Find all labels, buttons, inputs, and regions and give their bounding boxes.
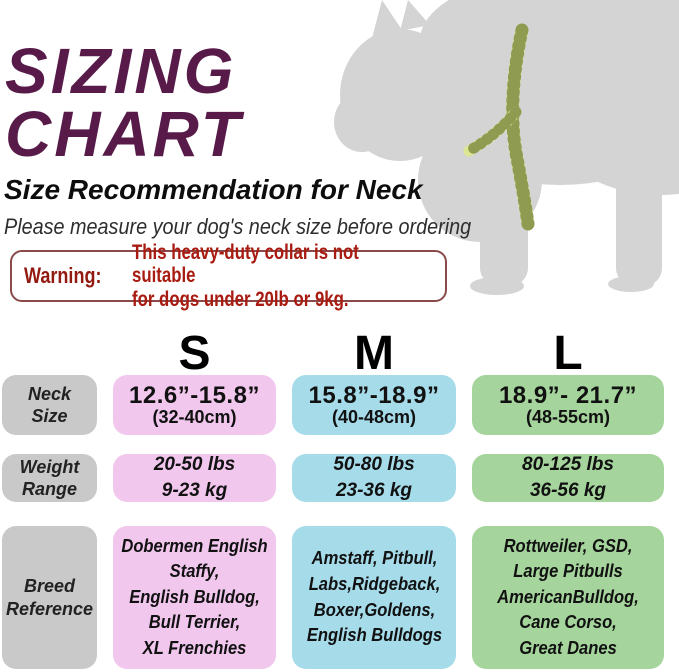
measuring-tape-icon	[463, 23, 535, 231]
size-table: S M L Neck Size 12.6”-15.8” (32-40cm) 15…	[2, 329, 664, 669]
column-header-m: M	[354, 327, 394, 380]
dog-illustration	[330, 0, 679, 320]
measure-note: Please measure your dog's neck size befo…	[4, 214, 472, 239]
row-label-neck-size: Neck Size	[2, 375, 97, 435]
neck-inches-m: 15.8”-18.9”	[308, 381, 440, 409]
neck-cm-s: (32-40cm)	[152, 406, 237, 427]
column-header-s: S	[178, 327, 211, 380]
weight-cell-l: 80-125 lbs 36-56 kg	[472, 454, 664, 502]
breed-cell-l: Rottweiler, GSD, Large Pitbulls American…	[472, 526, 664, 669]
weight-cell-s: 20-50 lbs 9-23 kg	[113, 454, 276, 502]
neck-size-cell-s: 12.6”-15.8” (32-40cm)	[113, 375, 276, 435]
neck-inches-l: 18.9”- 21.7”	[498, 381, 638, 409]
breed-cell-s: Dobermen English Staffy, English Bulldog…	[113, 526, 276, 669]
breed-cell-m: Amstaff, Pitbull, Labs,Ridgeback, Boxer,…	[292, 526, 456, 669]
title-line-2: CHART	[5, 98, 243, 170]
weight-cell-m: 50-80 lbs 23-36 kg	[292, 454, 456, 502]
neck-size-cell-m: 15.8”-18.9” (40-48cm)	[292, 375, 456, 435]
title-line-1: SIZING	[5, 35, 237, 107]
neck-size-cell-l: 18.9”- 21.7” (48-55cm)	[472, 375, 664, 435]
warning-message: This heavy-duty collar is not suitable f…	[132, 240, 359, 311]
dog-silhouette-graphic	[334, 0, 679, 295]
neck-cm-l: (48-55cm)	[525, 406, 611, 427]
dog-ear-icon	[400, 0, 430, 31]
row-label-weight-range: Weight Range	[2, 454, 97, 502]
page-title: SIZING CHART	[5, 39, 243, 166]
warning-box: Warning: This heavy-duty collar is not s…	[10, 241, 447, 311]
neck-inches-s: 12.6”-15.8”	[129, 381, 260, 409]
column-header-l: L	[553, 327, 583, 380]
row-label-breed-reference: Breed Reference	[2, 526, 97, 669]
page-subtitle: Size Recommendation for Neck	[4, 174, 423, 205]
neck-cm-m: (40-48cm)	[331, 406, 417, 427]
warning-label: Warning:	[24, 263, 102, 288]
